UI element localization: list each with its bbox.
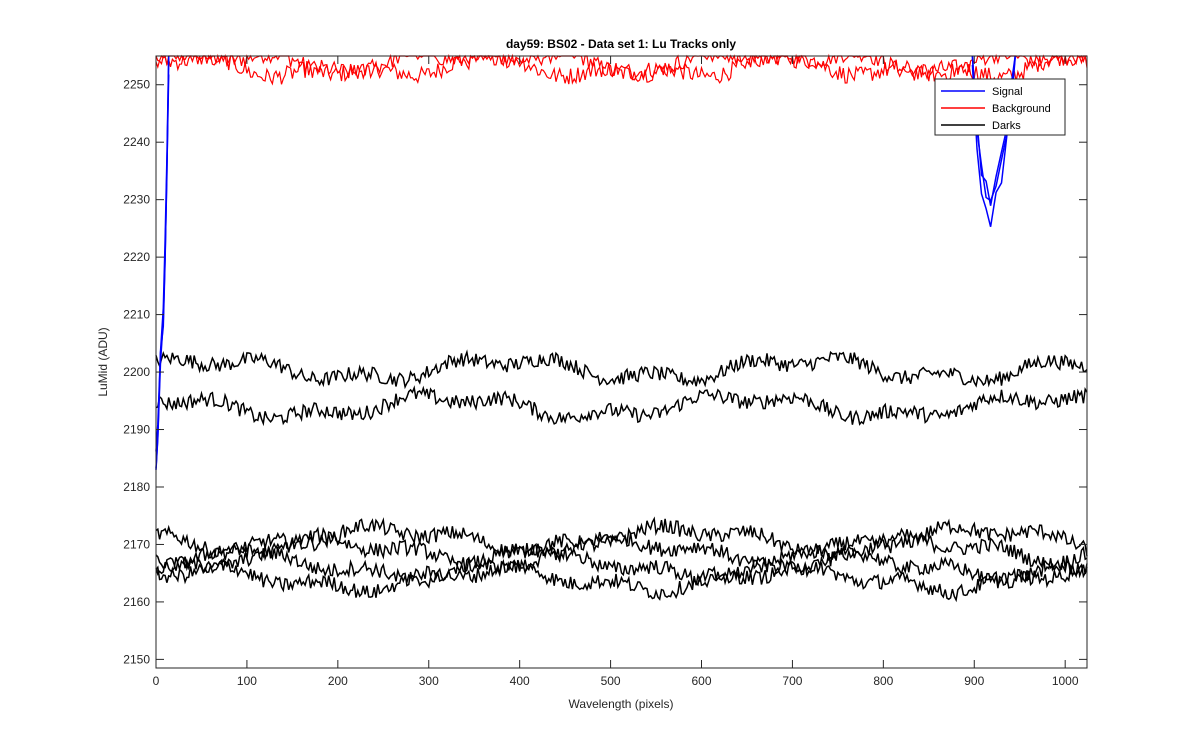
signal-series <box>155 55 1016 471</box>
darks-line <box>155 557 1088 603</box>
background-line <box>155 53 1087 86</box>
y-axis-label: LuMid (ADU) <box>96 327 110 396</box>
plot-frame <box>155 55 1088 669</box>
legend-signal-label: Signal <box>992 86 1023 98</box>
y-tick-label: 2220 <box>123 250 150 264</box>
y-tick-label: 2200 <box>123 365 150 379</box>
y-tick-label: 2180 <box>123 480 150 494</box>
x-tick-label: 800 <box>873 674 893 688</box>
legend-background-label: Background <box>992 103 1051 115</box>
y-tick-label: 2230 <box>123 193 150 207</box>
darks-line <box>155 545 1088 589</box>
background-line <box>155 53 1088 85</box>
x-tick-label: 500 <box>601 674 621 688</box>
x-tick-label: 600 <box>691 674 711 688</box>
legend: Signal Background Darks <box>934 78 1066 136</box>
chart-title: day59: BS02 - Data set 1: Lu Tracks only <box>506 37 736 51</box>
x-tick-label: 100 <box>237 674 257 688</box>
y-tick-label: 2150 <box>123 652 150 666</box>
x-tick-label: 0 <box>153 674 160 688</box>
x-tick-label: 900 <box>964 674 984 688</box>
x-tick-label: 400 <box>510 674 530 688</box>
background-series <box>155 53 1088 86</box>
darks-line <box>155 526 1088 574</box>
y-tick-label: 2210 <box>123 308 150 322</box>
y-tick-label: 2190 <box>123 423 150 437</box>
signal-line <box>155 55 170 452</box>
x-axis: 0 100 200 300 400 500 600 700 800 900 1000 <box>153 56 1079 688</box>
darks-series <box>155 349 1088 603</box>
y-tick-label: 2250 <box>123 78 150 92</box>
darks-line <box>155 385 1088 427</box>
x-tick-label: 200 <box>328 674 348 688</box>
y-axis: 2150 2160 2170 2180 2190 2200 2210 2220 2230 2240… <box>123 78 1087 666</box>
x-tick-label: 1000 <box>1052 674 1079 688</box>
darks-line <box>155 349 1088 390</box>
x-tick-label: 300 <box>419 674 439 688</box>
y-tick-label: 2240 <box>123 135 150 149</box>
y-tick-label: 2170 <box>123 537 150 551</box>
y-tick-label: 2160 <box>123 595 150 609</box>
x-axis-label: Wavelength (pixels) <box>569 697 674 711</box>
legend-darks-label: Darks <box>992 120 1021 132</box>
x-tick-label: 700 <box>782 674 802 688</box>
